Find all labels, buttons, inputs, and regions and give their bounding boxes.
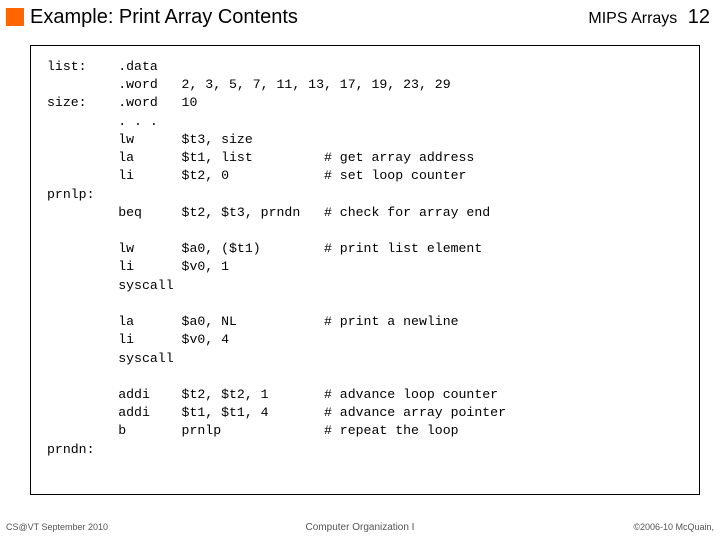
accent-bar [6,8,24,26]
slide-header: Example: Print Array Contents MIPS Array… [30,6,710,29]
slide-subject: MIPS Arrays [588,10,677,27]
code-box: list: .data .word 2, 3, 5, 7, 11, 13, 17… [30,45,700,495]
slide-title: Example: Print Array Contents [30,6,298,29]
footer-center: Computer Organization I [306,522,415,533]
page-number: 12 [688,6,710,28]
slide-footer: CS@VT September 2010 Computer Organizati… [6,522,714,532]
code-listing: list: .data .word 2, 3, 5, 7, 11, 13, 17… [47,58,683,459]
footer-left: CS@VT September 2010 [6,522,108,532]
slide-subject-wrap: MIPS Arrays 12 [588,6,710,29]
footer-right: ©2006-10 McQuain, [633,522,714,532]
